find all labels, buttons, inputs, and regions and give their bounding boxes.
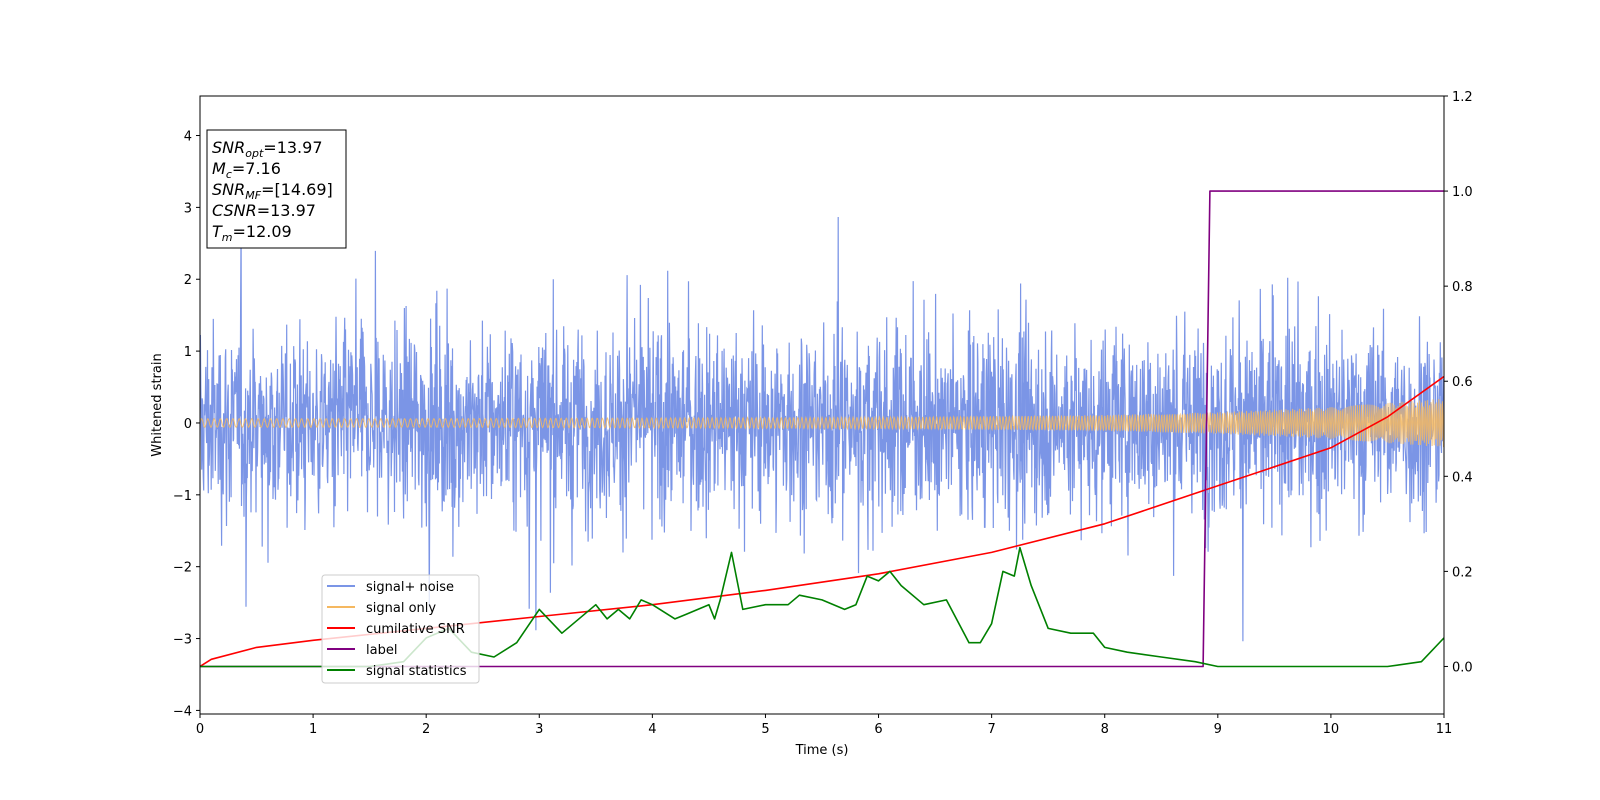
x-tick-label: 2 <box>422 722 430 737</box>
y-right-tick-label: 1.2 <box>1452 90 1473 105</box>
y-left-tick-label: 2 <box>184 273 192 288</box>
y-right-tick-label: 1.0 <box>1452 185 1473 200</box>
y-axis-title: Whitened strain <box>150 353 165 456</box>
info-line: Mc=7.16 <box>212 159 281 181</box>
info-line: Tm=12.09 <box>212 222 292 244</box>
x-tick-label: 5 <box>761 722 769 737</box>
y-right-tick-label: 0.8 <box>1452 280 1473 295</box>
legend-label: signal statistics <box>366 664 467 679</box>
y-left-tick-label: −1 <box>173 489 192 504</box>
legend: signal+ noise signal only cumilative SNR la… <box>321 574 480 684</box>
legend-label: cumilative SNR <box>366 622 465 637</box>
x-tick-label: 11 <box>1436 722 1453 737</box>
info-line: SNRopt=13.97 <box>212 138 323 160</box>
y-left-tick-label: 1 <box>184 345 192 360</box>
y-left-tick-label: −4 <box>173 704 192 719</box>
info-line: CSNR=13.97 <box>212 201 316 220</box>
y-left-tick-label: 0 <box>184 417 192 432</box>
x-tick-label: 9 <box>1214 722 1222 737</box>
x-tick-label: 4 <box>648 722 656 737</box>
y-left-tick-label: 4 <box>184 130 192 145</box>
x-tick-label: 1 <box>309 722 317 737</box>
x-axis-title: Time (s) <box>795 743 849 758</box>
series-signal-statistics-line <box>200 546 1444 668</box>
y-left-tick-label: 3 <box>184 201 192 216</box>
info-line: SNRMF=[14.69] <box>212 180 333 202</box>
y-right-tick-label: 0.2 <box>1452 565 1473 580</box>
series-label-line <box>200 190 1444 668</box>
info-box-frame <box>206 129 347 249</box>
x-tick-label: 6 <box>874 722 882 737</box>
info-box: SNRopt=13.97Mc=7.16SNRMF=[14.69]CSNR=13.… <box>206 129 347 249</box>
series-signal-only-line <box>200 398 1444 448</box>
series-layer <box>200 190 1444 668</box>
plot-frame <box>199 95 1445 715</box>
y-left-tick-label: −2 <box>173 561 192 576</box>
x-axis: 0 1 2 3 4 5 6 7 8 9 10 11 <box>196 714 1452 737</box>
x-tick-label: 8 <box>1101 722 1109 737</box>
series-cumilative-snr-line <box>200 375 1444 668</box>
y-left-tick-label: −3 <box>173 633 192 648</box>
legend-label: signal+ noise <box>366 580 454 595</box>
x-tick-label: 0 <box>196 722 204 737</box>
y-axis-right: 0.0 0.2 0.4 0.6 0.8 1.0 1.2 <box>1444 90 1473 675</box>
x-tick-label: 10 <box>1323 722 1340 737</box>
legend-label: signal only <box>366 601 436 616</box>
y-right-tick-label: 0.0 <box>1452 660 1473 675</box>
y-right-tick-label: 0.4 <box>1452 470 1473 485</box>
x-tick-label: 7 <box>987 722 995 737</box>
legend-label: label <box>366 643 397 658</box>
x-tick-label: 3 <box>535 722 543 737</box>
y-axis-left: −4 −3 −2 −1 0 1 2 3 4 <box>173 130 200 719</box>
y-right-tick-label: 0.6 <box>1452 375 1473 390</box>
legend-frame <box>321 574 480 684</box>
